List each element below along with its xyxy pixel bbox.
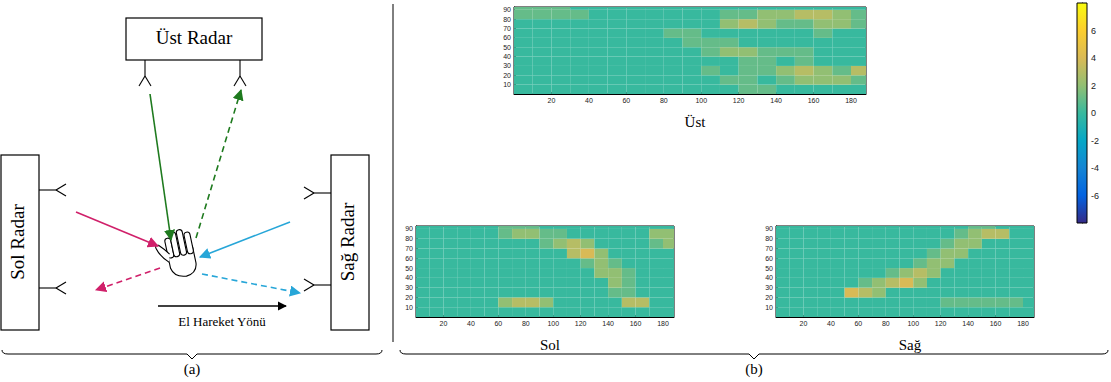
svg-text:80: 80 <box>522 320 530 327</box>
svg-text:140: 140 <box>602 320 614 327</box>
svg-text:40: 40 <box>467 320 475 327</box>
svg-text:2: 2 <box>1091 81 1096 91</box>
svg-text:Üst Radar: Üst Radar <box>156 27 233 48</box>
svg-text:70: 70 <box>405 245 413 252</box>
svg-text:120: 120 <box>733 97 745 104</box>
svg-text:Sol: Sol <box>540 337 560 353</box>
svg-text:10: 10 <box>405 304 413 311</box>
svg-text:20: 20 <box>440 320 448 327</box>
svg-text:El Hareket Yönü: El Hareket Yönü <box>178 314 266 329</box>
svg-text:80: 80 <box>660 97 668 104</box>
svg-text:60: 60 <box>765 255 773 262</box>
svg-text:60: 60 <box>854 320 862 327</box>
svg-text:160: 160 <box>990 320 1002 327</box>
svg-text:50: 50 <box>503 44 511 51</box>
svg-text:40: 40 <box>827 320 835 327</box>
svg-text:90: 90 <box>503 6 511 13</box>
svg-text:(a): (a) <box>184 361 201 378</box>
svg-text:120: 120 <box>935 320 947 327</box>
svg-text:-6: -6 <box>1091 191 1099 201</box>
svg-text:20: 20 <box>765 294 773 301</box>
svg-text:80: 80 <box>765 235 773 242</box>
svg-text:-4: -4 <box>1091 163 1099 173</box>
svg-text:40: 40 <box>585 97 593 104</box>
svg-text:-2: -2 <box>1091 136 1099 146</box>
svg-text:30: 30 <box>503 62 511 69</box>
svg-text:20: 20 <box>405 294 413 301</box>
svg-text:70: 70 <box>765 245 773 252</box>
svg-text:4: 4 <box>1091 53 1096 63</box>
svg-text:Sağ: Sağ <box>899 337 922 353</box>
svg-text:30: 30 <box>405 284 413 291</box>
svg-text:50: 50 <box>405 265 413 272</box>
svg-text:6: 6 <box>1091 26 1096 36</box>
svg-text:100: 100 <box>695 97 707 104</box>
svg-text:180: 180 <box>657 320 669 327</box>
svg-text:60: 60 <box>494 320 502 327</box>
svg-text:50: 50 <box>765 265 773 272</box>
svg-text:(b): (b) <box>745 361 763 378</box>
svg-text:60: 60 <box>503 34 511 41</box>
svg-text:80: 80 <box>882 320 890 327</box>
svg-text:20: 20 <box>800 320 808 327</box>
svg-text:180: 180 <box>845 97 857 104</box>
svg-text:140: 140 <box>770 97 782 104</box>
svg-text:100: 100 <box>547 320 559 327</box>
svg-text:140: 140 <box>962 320 974 327</box>
svg-text:10: 10 <box>503 81 511 88</box>
svg-text:Sağ Radar: Sağ Radar <box>337 202 358 281</box>
svg-text:160: 160 <box>808 97 820 104</box>
svg-text:60: 60 <box>622 97 630 104</box>
svg-text:70: 70 <box>503 25 511 32</box>
svg-text:60: 60 <box>405 255 413 262</box>
svg-text:Sol Radar: Sol Radar <box>7 204 28 280</box>
svg-text:90: 90 <box>765 225 773 232</box>
svg-text:120: 120 <box>575 320 587 327</box>
svg-text:100: 100 <box>907 320 919 327</box>
svg-text:30: 30 <box>765 284 773 291</box>
svg-text:0: 0 <box>1091 108 1096 118</box>
svg-text:20: 20 <box>548 97 556 104</box>
svg-text:20: 20 <box>503 72 511 79</box>
svg-text:90: 90 <box>405 225 413 232</box>
svg-text:80: 80 <box>405 235 413 242</box>
svg-text:40: 40 <box>503 53 511 60</box>
svg-text:Üst: Üst <box>685 114 707 130</box>
svg-text:80: 80 <box>503 16 511 23</box>
svg-text:40: 40 <box>765 274 773 281</box>
svg-text:40: 40 <box>405 274 413 281</box>
svg-text:180: 180 <box>1017 320 1029 327</box>
svg-text:160: 160 <box>630 320 642 327</box>
svg-text:10: 10 <box>765 304 773 311</box>
